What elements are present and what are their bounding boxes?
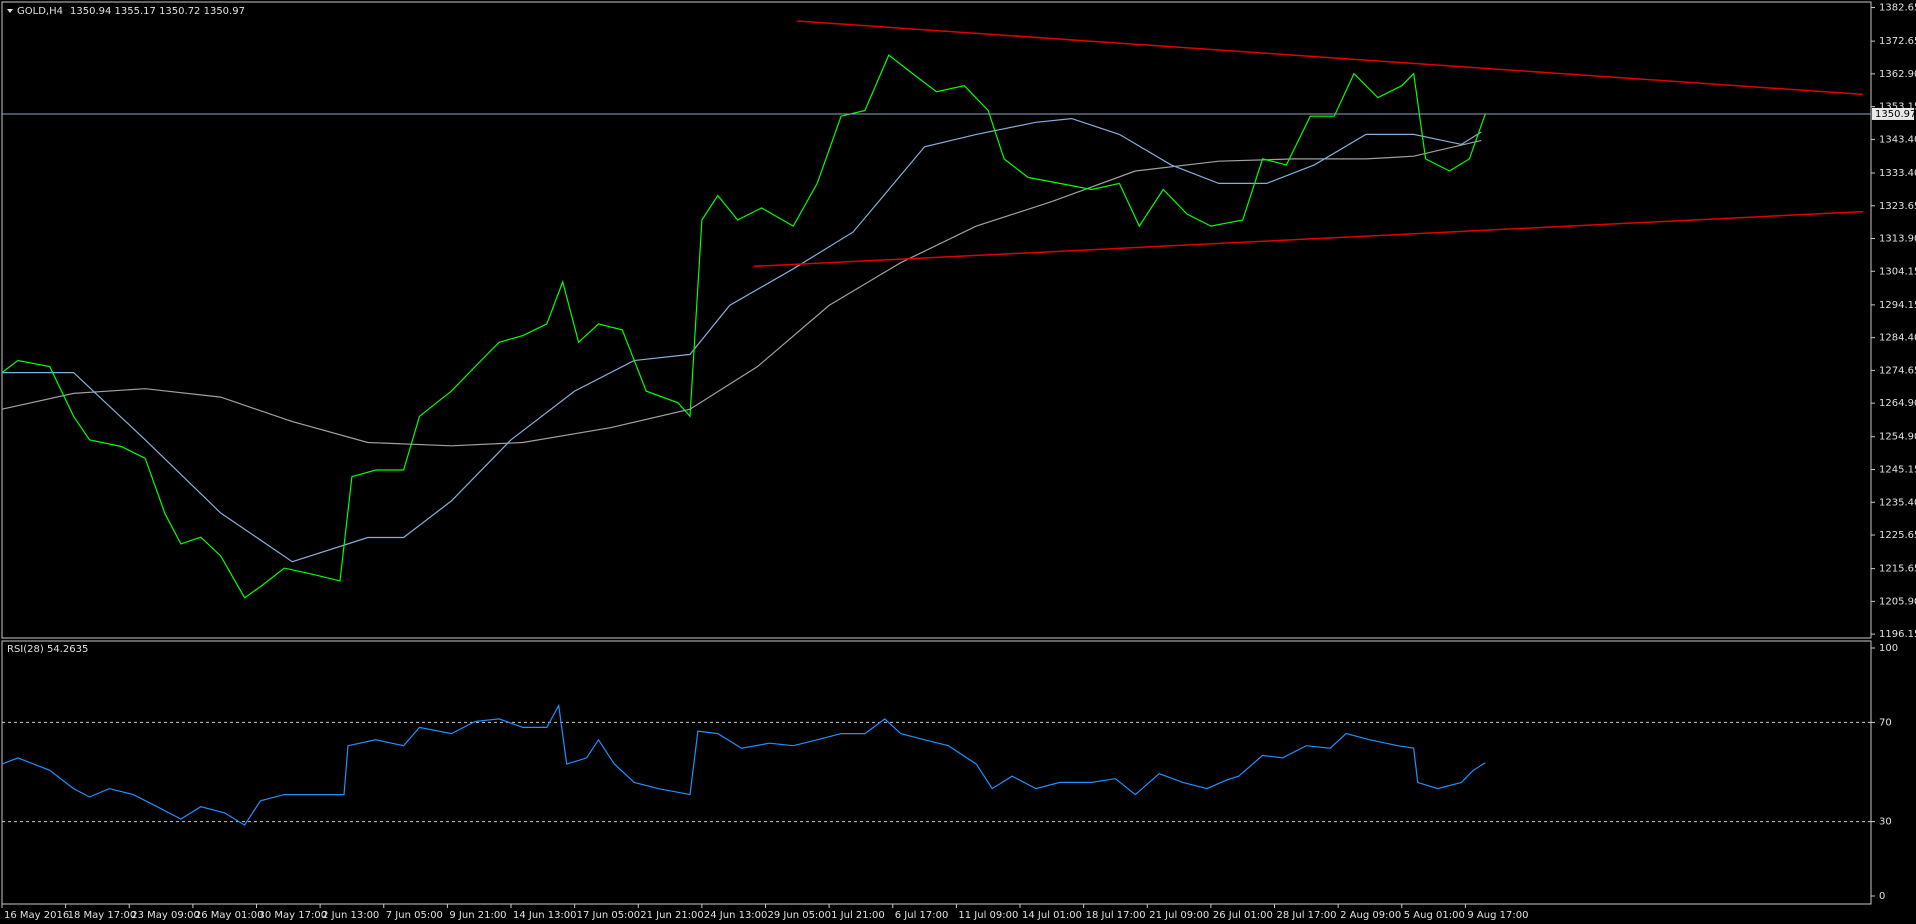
x-tick-label: 30 May 17:00 [259,910,328,921]
series-line [1,703,1486,826]
series-line [1,139,1482,447]
y-tick-label: 30 [1879,817,1892,828]
y-tick-label: 1274.65 [1879,365,1916,376]
ohlc-text: 1350.94 1355.17 1350.72 1350.97 [70,6,245,17]
series-line [797,20,1864,96]
y-tick-label: 1323.65 [1879,201,1916,212]
last-price-tag [1872,107,1914,120]
y-tick-label: 1382.65 [1879,3,1916,14]
x-tick-label: 17 Jun 05:00 [577,910,641,921]
y-tick-label: 0 [1879,891,1885,902]
x-tick-label: 2 Aug 09:00 [1340,910,1401,921]
y-tick-label: 1294.15 [1879,300,1916,311]
x-tick-label: 9 Jun 21:00 [449,910,506,921]
y-tick-label: 1196.15 [1879,629,1916,640]
menu-arrow[interactable] [7,9,13,13]
x-tick-label: 11 Jul 09:00 [958,910,1018,921]
y-tick-label: 1225.65 [1879,530,1916,541]
y-tick-label: 1362.90 [1879,69,1916,80]
x-tick-label: 21 Jul 09:00 [1149,910,1209,921]
rsi-title: RSI(28) 54.2635 [7,644,88,655]
x-tick-label: 29 Jun 05:00 [768,910,832,921]
y-tick-label: 70 [1879,717,1892,728]
x-tick-label: 23 May 09:00 [131,910,200,921]
x-tick-label: 6 Jul 17:00 [895,910,949,921]
x-tick-label: 21 Jun 21:00 [640,910,704,921]
series-line [753,210,1864,268]
x-tick-label: 9 Aug 17:00 [1467,910,1528,921]
x-tick-label: 14 Jun 13:00 [513,910,577,921]
x-tick-label: 16 May 2016 [4,910,69,921]
x-tick-label: 2 Jun 13:00 [322,910,379,921]
x-tick-label: 26 May 01:00 [195,910,264,921]
x-tick-label: 28 Jul 17:00 [1277,910,1337,921]
series-line [1,54,1486,599]
last-price-label: 1350.97 [1875,109,1916,120]
y-tick-label: 1215.65 [1879,564,1916,575]
x-tick-label: 1 Jul 21:00 [831,910,885,921]
x-tick-label: 26 Jul 01:00 [1213,910,1273,921]
y-tick-label: 100 [1879,643,1898,654]
x-tick-label: 5 Aug 01:00 [1404,910,1465,921]
y-tick-label: 1235.40 [1879,497,1916,508]
x-tick-label: 7 Jun 05:00 [386,910,443,921]
y-tick-label: 1333.40 [1879,168,1916,179]
y-tick-label: 1343.40 [1879,134,1916,145]
y-tick-label: 1353.15 [1879,102,1916,113]
x-tick-label: 18 Jul 17:00 [1086,910,1146,921]
symbol-title: GOLD,H4 [17,6,63,17]
x-tick-label: 18 May 17:00 [68,910,137,921]
y-tick-label: 1205.90 [1879,596,1916,607]
rsi-panel-frame [1,640,1872,905]
y-tick-label: 1313.90 [1879,234,1916,245]
x-tick-label: 24 Jun 13:00 [704,910,768,921]
price-panel-frame [1,1,1872,639]
y-tick-label: 1264.90 [1879,398,1916,409]
y-tick-label: 1304.15 [1879,266,1916,277]
x-tick-label: 14 Jul 01:00 [1022,910,1082,921]
y-tick-label: 1284.40 [1879,333,1916,344]
series-line [2,117,1482,563]
y-tick-label: 1245.15 [1879,465,1916,476]
y-tick-label: 1372.65 [1879,36,1916,47]
y-tick-label: 1254.90 [1879,432,1916,443]
